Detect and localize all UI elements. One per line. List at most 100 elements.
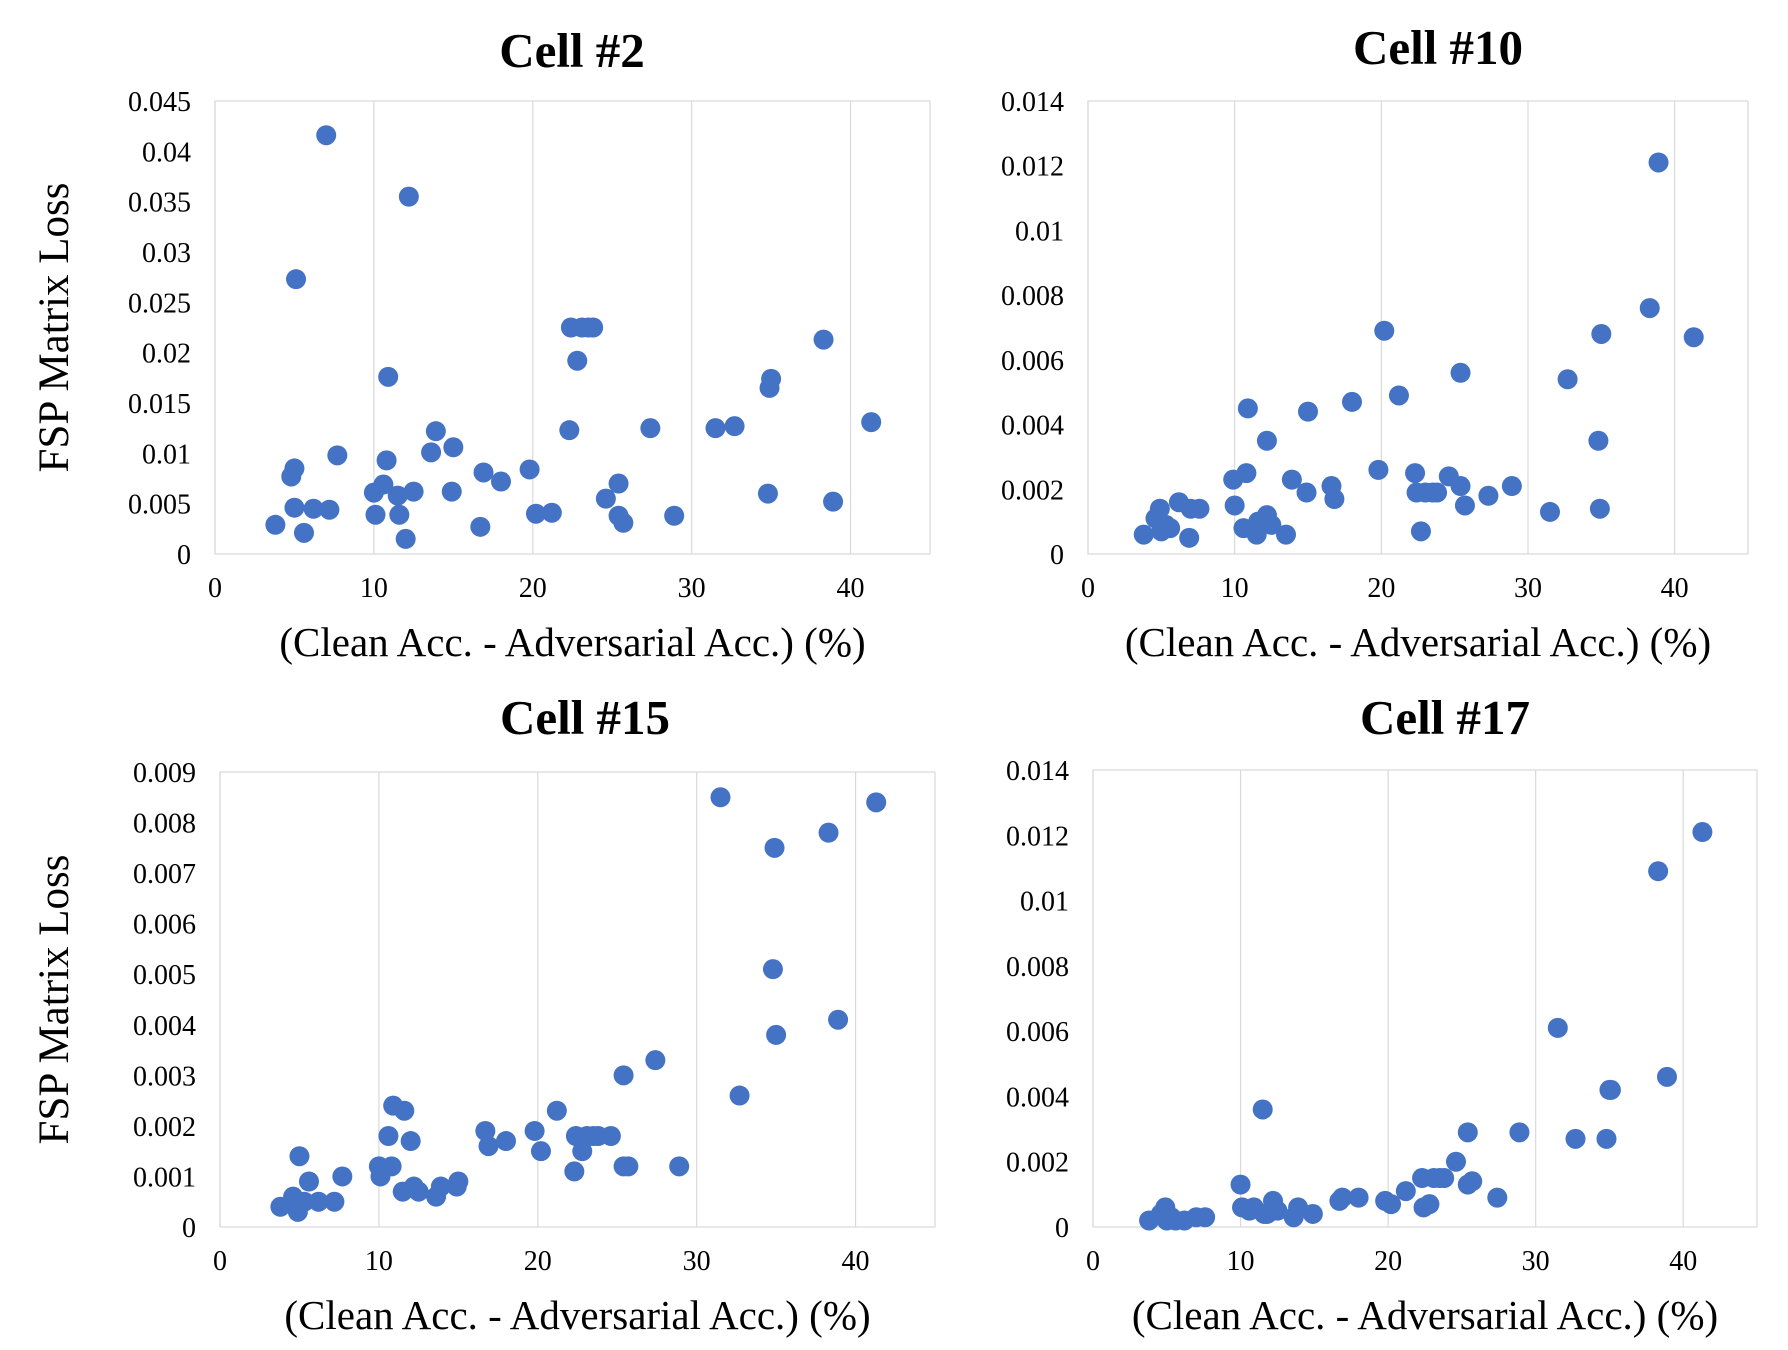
data-point — [398, 186, 419, 207]
data-point — [1267, 1200, 1288, 1221]
data-point — [389, 504, 410, 525]
data-point — [1281, 469, 1302, 490]
y-tick-label: 0.008 — [133, 809, 196, 840]
data-point — [608, 473, 629, 494]
data-point — [595, 488, 616, 509]
data-point — [298, 1171, 319, 1192]
chart-title: Cell #17 — [1360, 690, 1530, 745]
data-point — [818, 822, 839, 843]
data-point — [1195, 1207, 1216, 1228]
data-point — [1656, 1066, 1677, 1087]
y-tick-label: 0 — [177, 540, 191, 571]
data-point — [365, 504, 386, 525]
data-point — [1149, 498, 1170, 519]
data-point — [572, 1141, 593, 1162]
data-point — [1348, 1187, 1369, 1208]
data-point — [761, 368, 782, 389]
y-tick-label: 0 — [1050, 540, 1064, 571]
data-point — [1648, 152, 1669, 173]
data-point — [448, 1171, 469, 1192]
data-point — [546, 1100, 567, 1121]
data-point — [1179, 527, 1200, 548]
x-axis-label: (Clean Acc. - Adversarial Acc.) (%) — [279, 619, 865, 665]
data-point — [378, 1126, 399, 1146]
data-point — [478, 1136, 499, 1157]
data-point — [293, 522, 314, 543]
data-point — [1462, 1171, 1483, 1192]
x-tick-label: 20 — [1367, 573, 1395, 604]
y-axis-label: FSP Matrix Loss — [31, 183, 78, 473]
data-point — [1427, 482, 1448, 503]
data-point — [441, 481, 462, 502]
y-tick-label: 0.012 — [1001, 152, 1064, 183]
data-point — [762, 959, 783, 980]
data-point — [729, 1085, 750, 1106]
y-tick-label: 0.015 — [128, 389, 191, 420]
x-tick-label: 10 — [365, 1246, 393, 1277]
data-point — [813, 329, 834, 350]
data-point — [645, 1050, 666, 1071]
data-point — [705, 418, 726, 439]
data-point — [541, 502, 562, 523]
data-point — [289, 1146, 310, 1167]
data-point — [286, 269, 307, 290]
data-point — [1501, 476, 1522, 497]
data-point — [303, 498, 324, 519]
data-point — [400, 1131, 421, 1152]
data-point — [1236, 463, 1257, 484]
data-point — [823, 491, 844, 512]
data-point — [294, 1191, 315, 1212]
data-point — [866, 792, 887, 813]
data-point — [473, 462, 494, 483]
data-point — [1302, 1203, 1323, 1224]
data-point — [519, 459, 540, 480]
data-point — [1557, 369, 1578, 390]
y-tick-label: 0.012 — [1006, 821, 1069, 852]
y-tick-label: 0.02 — [142, 339, 191, 370]
data-point — [1224, 495, 1245, 516]
data-point — [1445, 1151, 1466, 1172]
x-tick-label: 20 — [524, 1246, 552, 1277]
y-tick-label: 0.014 — [1001, 87, 1064, 118]
data-point — [308, 1191, 329, 1212]
y-tick-label: 0.03 — [142, 238, 191, 269]
chart-panel-4: 0 10 20 30 40 0 0.002 0.004 0.006 0.008 0.01 0.012 0… — [1006, 690, 1758, 1338]
y-tick-label: 0.002 — [133, 1112, 196, 1143]
data-point — [1419, 1194, 1440, 1215]
x-tick-label: 10 — [1227, 1246, 1255, 1277]
data-point — [1298, 401, 1318, 422]
data-point — [1450, 476, 1471, 497]
data-point — [443, 437, 464, 458]
data-point — [530, 1141, 551, 1162]
data-point — [613, 512, 634, 533]
data-point — [1160, 518, 1181, 539]
data-point — [757, 483, 778, 504]
data-point — [496, 1131, 516, 1152]
x-tick-label: 40 — [842, 1246, 870, 1277]
data-point — [1589, 498, 1610, 519]
data-point — [1388, 385, 1409, 406]
data-point — [1596, 1128, 1617, 1149]
data-point — [1454, 495, 1475, 516]
data-point — [766, 1024, 787, 1045]
data-point — [319, 499, 340, 520]
data-point — [567, 350, 588, 371]
data-point — [618, 1156, 639, 1177]
x-tick-label: 20 — [519, 573, 547, 604]
y-tick-label: 0.005 — [133, 960, 196, 991]
data-point — [764, 837, 785, 858]
x-axis-label: (Clean Acc. - Adversarial Acc.) (%) — [1125, 619, 1711, 665]
data-point — [475, 1120, 496, 1141]
data-point — [1252, 1099, 1273, 1120]
data-point — [1324, 488, 1345, 509]
data-point — [265, 514, 286, 535]
y-tick-label: 0.035 — [128, 188, 191, 219]
data-point — [1692, 822, 1713, 843]
data-point — [284, 458, 305, 479]
plot-area — [1092, 769, 1758, 1228]
data-point — [640, 418, 661, 439]
data-point — [1368, 459, 1389, 480]
data-point — [327, 445, 348, 466]
y-tick-label: 0.01 — [1015, 216, 1064, 247]
